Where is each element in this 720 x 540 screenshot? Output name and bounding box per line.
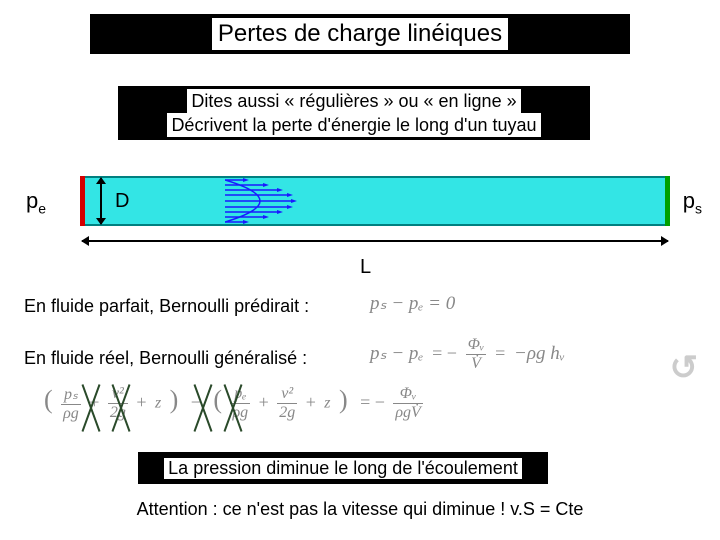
- inlet-marker: [80, 176, 85, 226]
- outlet-marker: [665, 176, 670, 226]
- subtitle-line-2: Décrivent la perte d'énergie le long d'u…: [167, 113, 540, 137]
- equation-perfect: pₛ − pₑ = 0: [370, 292, 455, 315]
- outlet-pressure-label: ps: [683, 188, 702, 216]
- pe-symbol: p: [26, 188, 38, 213]
- perfect-fluid-text: En fluide parfait, Bernoulli prédirait :: [24, 296, 309, 317]
- subtitle-line-1: Dites aussi « régulières » ou « en ligne…: [187, 89, 520, 113]
- warning-text: Attention : ce n'est pas la vitesse qui …: [0, 499, 720, 520]
- ps-sub: s: [695, 200, 702, 216]
- real-fluid-text: En fluide réel, Bernoulli généralisé :: [24, 348, 307, 369]
- pe-sub: e: [38, 200, 46, 216]
- pipe-diagram: [80, 176, 670, 226]
- eq2-equals-1: = −: [432, 343, 457, 363]
- diameter-label: D: [115, 190, 129, 213]
- diameter-arrow: [100, 178, 102, 224]
- page-title: Pertes de charge linéiques: [212, 18, 508, 50]
- length-label: L: [360, 256, 371, 279]
- return-icon[interactable]: ↺: [670, 348, 699, 388]
- eq2-num: Φᵥ: [466, 336, 487, 355]
- length-arrow: [82, 240, 668, 242]
- eq2-den: V̇: [466, 355, 487, 373]
- inlet-pressure-label: pe: [26, 188, 46, 216]
- eq2-lhs: pₛ − pₑ: [370, 343, 423, 364]
- subtitle-bar: Dites aussi « régulières » ou « en ligne…: [118, 86, 590, 140]
- equation-real: pₛ − pₑ = − Φᵥ V̇ = −ρg hᵥ: [370, 336, 565, 373]
- eq2-fraction: Φᵥ V̇: [466, 336, 487, 373]
- ps-symbol: p: [683, 188, 695, 213]
- velocity-profile: [225, 178, 305, 224]
- eq2-rhs: −ρg hᵥ: [514, 343, 565, 364]
- conclusion-text: La pression diminue le long de l'écoulem…: [164, 458, 522, 479]
- conclusion-bar: La pression diminue le long de l'écoulem…: [138, 452, 548, 484]
- title-bar: Pertes de charge linéiques: [90, 14, 630, 54]
- pipe-body: [80, 176, 670, 226]
- eq2-equals-2: =: [495, 343, 505, 363]
